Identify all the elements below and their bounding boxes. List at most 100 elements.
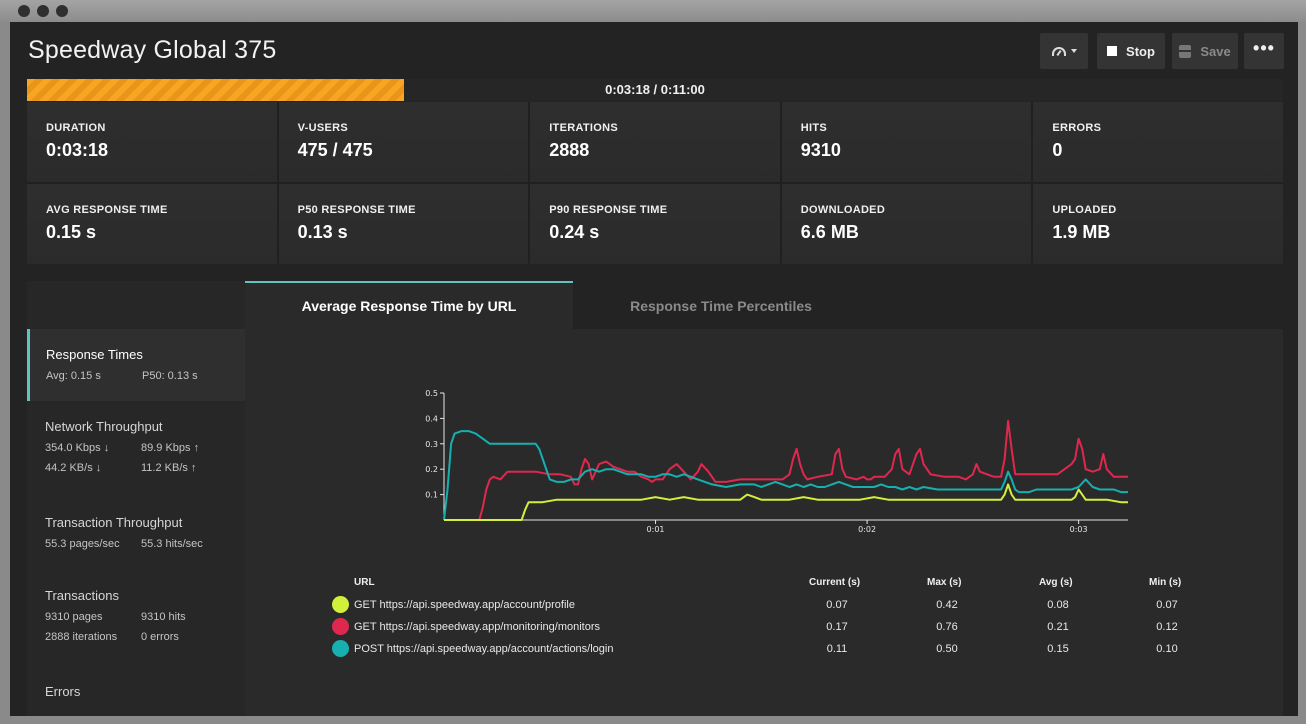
stat-label: ERRORS (1052, 122, 1102, 134)
stat-hits: HITS 9310 (781, 102, 1032, 182)
more-options-button[interactable]: ••• (1244, 33, 1284, 69)
stat-errors: ERRORS 0 (1033, 102, 1283, 182)
response-time-chart: 0.1 0.2 0.3 0.4 0.5 0:01 0:02 0:03 (425, 389, 1128, 534)
stat-avg-response-time: AVG RESPONSE TIME 0.15 s (27, 184, 277, 264)
stat-value: 0.13 s (297, 222, 348, 242)
sidebar-item-row: 354.0 Kbps ↓ 89.9 Kbps ↑ (45, 442, 245, 454)
row-url: POST https://api.speedway.app/account/ac… (354, 643, 614, 655)
stat-p50-response-time: P50 RESPONSE TIME 0.13 s (278, 184, 529, 264)
errors-count: 0 errors (141, 631, 179, 643)
table-row[interactable]: GET https://api.speedway.app/monitoring/… (327, 618, 1207, 638)
stats-grid: DURATION 0:03:18 V-USERS 475 / 475 ITERATI… (27, 102, 1283, 264)
col-header-max: Max (s) (927, 577, 962, 588)
stat-label: UPLOADED (1052, 204, 1117, 216)
stat-value: 0:03:18 (46, 140, 109, 160)
sidebar-item-transaction-throughput[interactable]: Transaction Throughput 55.3 pages/sec 55… (27, 515, 245, 550)
pages-count: 9310 pages (45, 611, 103, 623)
save-button-label: Save (1200, 43, 1231, 59)
avg-value: Avg: 0.15 s (46, 370, 101, 382)
sidebar-item-row: 44.2 KB/s ↓ 11.2 KB/s ↑ (45, 462, 245, 474)
app-window: Speedway Global 375 Stop Save ••• 0:03:1… (10, 22, 1298, 716)
hits-per-sec: 55.3 hits/sec (141, 538, 203, 550)
series-color-swatch (332, 640, 349, 657)
stat-value: 0.15 s (46, 222, 97, 242)
close-window-dot[interactable] (18, 5, 30, 17)
gauge-menu-button[interactable] (1040, 33, 1088, 69)
upload-kbs: 11.2 KB/s ↑ (141, 462, 197, 474)
table-row[interactable]: GET https://api.speedway.app/account/pro… (327, 596, 1207, 616)
pages-per-sec: 55.3 pages/sec (45, 538, 120, 550)
stat-value: 9310 (800, 140, 841, 160)
col-header-url: URL (354, 577, 375, 588)
y-tick-label: 0.2 (425, 465, 438, 474)
sidebar-item-network-throughput[interactable]: Network Throughput 354.0 Kbps ↓ 89.9 Kbp… (27, 419, 245, 474)
sidebar-item-row: 2888 iterations 0 errors (45, 631, 245, 643)
col-header-current: Current (s) (809, 577, 861, 588)
row-current: 0.11 (826, 643, 848, 655)
row-avg: 0.08 (1047, 599, 1069, 611)
row-min: 0.10 (1156, 643, 1178, 655)
page-title: Speedway Global 375 (28, 36, 277, 64)
sidebar-item-row: Avg: 0.15 s P50: 0.13 s (46, 370, 245, 382)
stat-duration: DURATION 0:03:18 (27, 102, 277, 182)
tab-average-response-time-by-url[interactable]: Average Response Time by URL (245, 281, 573, 329)
row-max: 0.76 (936, 621, 958, 633)
x-tick-label: 0:02 (858, 525, 876, 534)
y-tick-label: 0.4 (425, 414, 438, 423)
maximize-window-dot[interactable] (56, 5, 68, 17)
tab-response-time-percentiles[interactable]: Response Time Percentiles (630, 298, 812, 314)
stat-label: DURATION (46, 122, 106, 134)
stop-button[interactable]: Stop (1097, 33, 1165, 69)
sidebar-item-title: Transaction Throughput (45, 515, 183, 530)
x-tick-label: 0:01 (647, 525, 665, 534)
sidebar-item-title: Network Throughput (45, 419, 163, 434)
save-button[interactable]: Save (1172, 33, 1238, 69)
stop-icon (1107, 46, 1118, 56)
download-kbs: 44.2 KB/s ↓ (45, 462, 102, 474)
metrics-panel: Response Times Avg: 0.15 s P50: 0.13 s N… (27, 281, 1283, 716)
hits-count: 9310 hits (141, 611, 186, 623)
stat-value: 0.24 s (549, 222, 600, 242)
stat-value: 0 (1052, 140, 1063, 160)
stat-value: 1.9 MB (1052, 222, 1111, 242)
col-header-min: Min (s) (1149, 577, 1182, 588)
x-tick-label: 0:03 (1070, 525, 1088, 534)
minimize-window-dot[interactable] (37, 5, 49, 17)
stat-v-users: V-USERS 475 / 475 (278, 102, 529, 182)
download-kbps: 354.0 Kbps ↓ (45, 442, 110, 454)
metrics-sidebar: Response Times Avg: 0.15 s P50: 0.13 s N… (27, 281, 245, 716)
caret-down-icon (1070, 49, 1077, 53)
sidebar-item-title: Errors (45, 684, 81, 699)
table-row[interactable]: POST https://api.speedway.app/account/ac… (327, 640, 1207, 660)
y-tick-label: 0.5 (425, 389, 438, 398)
row-current: 0.07 (826, 599, 848, 611)
stat-p90-response-time: P90 RESPONSE TIME 0.24 s (530, 184, 780, 264)
stat-value: 2888 (549, 140, 590, 160)
series-line-2 (444, 483, 1128, 521)
stat-label: P90 RESPONSE TIME (549, 204, 668, 216)
stat-label: P50 RESPONSE TIME (297, 204, 416, 216)
series-color-swatch (332, 596, 349, 613)
stat-downloaded: DOWNLOADED 6.6 MB (781, 184, 1032, 264)
progress-fill (27, 79, 404, 101)
iterations-count: 2888 iterations (45, 631, 118, 643)
y-tick-label: 0.1 (425, 491, 438, 500)
stat-label: V-USERS (297, 122, 348, 134)
progress-time-text: 0:03:18 / 0:11:00 (605, 82, 705, 97)
sidebar-item-errors[interactable]: Errors (27, 684, 245, 699)
col-header-avg: Avg (s) (1039, 577, 1073, 588)
series-color-swatch (332, 618, 349, 635)
row-avg: 0.15 (1047, 643, 1069, 655)
stop-button-label: Stop (1126, 43, 1155, 59)
sidebar-item-row: 9310 pages 9310 hits (45, 611, 245, 623)
sidebar-item-transactions[interactable]: Transactions 9310 pages 9310 hits 2888 i… (27, 588, 245, 643)
row-min: 0.12 (1156, 621, 1178, 633)
row-url: GET https://api.speedway.app/account/pro… (354, 599, 575, 611)
row-url: GET https://api.speedway.app/monitoring/… (354, 621, 600, 633)
p50-value: P50: 0.13 s (142, 370, 198, 382)
stat-label: ITERATIONS (549, 122, 618, 134)
sidebar-item-response-times[interactable]: Response Times Avg: 0.15 s P50: 0.13 s (27, 329, 245, 401)
row-current: 0.17 (826, 621, 848, 633)
test-progress-bar: 0:03:18 / 0:11:00 (27, 79, 1283, 101)
row-max: 0.50 (936, 643, 958, 655)
